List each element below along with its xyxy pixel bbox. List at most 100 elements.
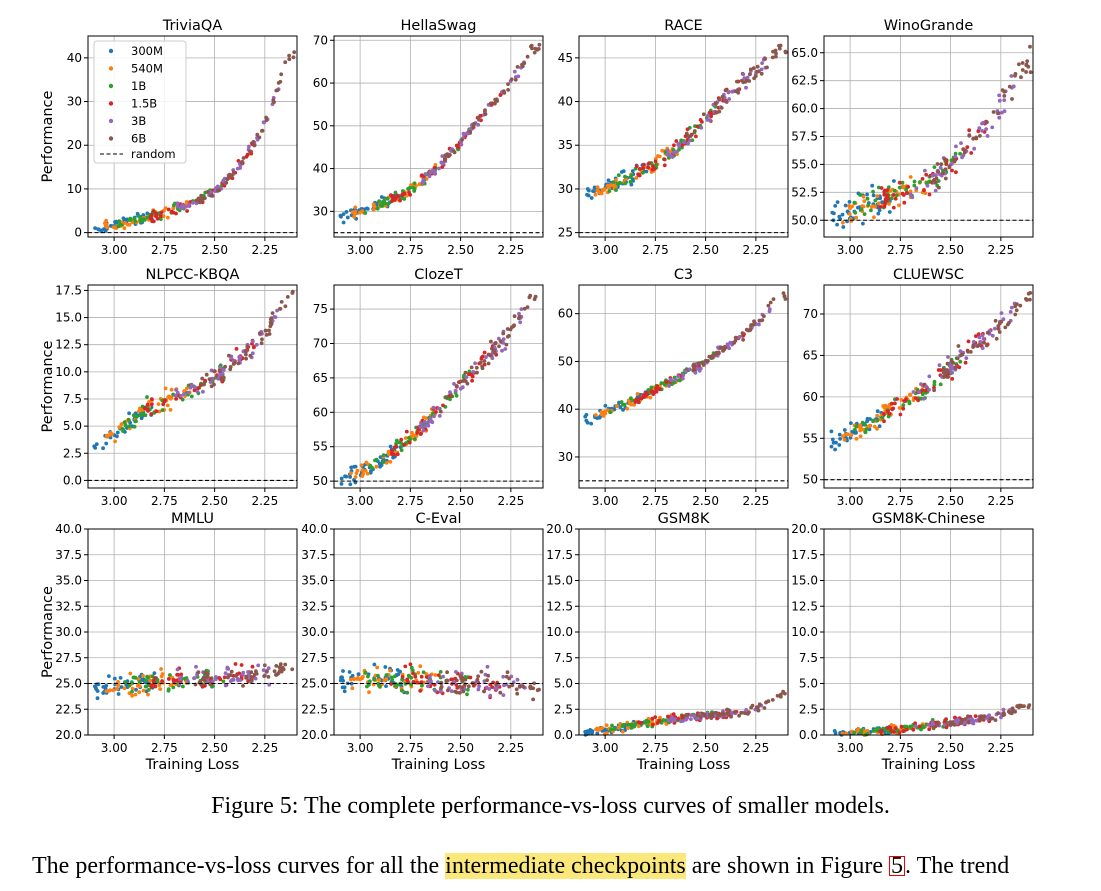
point-6B xyxy=(528,293,533,298)
point-6B xyxy=(692,129,697,133)
legend-box xyxy=(93,40,187,164)
point-6B xyxy=(768,300,773,305)
point-300M xyxy=(95,689,100,693)
y-tick-label: 30 xyxy=(313,204,328,218)
chart-panel: 3.00 2.75 2.50 2.25 25 30 35 40 45 RACE xyxy=(558,18,789,257)
point-1.5B xyxy=(662,163,667,168)
y-tick-label: 75 xyxy=(313,302,328,316)
point-6B xyxy=(1028,297,1032,302)
point-6B xyxy=(934,176,939,181)
point-300M xyxy=(587,188,591,193)
point-3B xyxy=(684,717,688,722)
point-3B xyxy=(760,61,764,65)
point-6B xyxy=(982,714,987,718)
point-300M xyxy=(876,211,881,216)
point-6B xyxy=(446,152,451,157)
point-6B xyxy=(755,64,760,69)
point-6B xyxy=(710,714,715,718)
point-540M xyxy=(403,436,408,440)
point-300M xyxy=(378,464,382,469)
point-540M xyxy=(113,439,117,444)
point-540M xyxy=(657,154,662,159)
point-1.5B xyxy=(893,401,897,406)
body-text-part: The performance-vs-loss curves for all t… xyxy=(32,853,446,879)
point-540M xyxy=(168,396,173,401)
figure-reference-link[interactable]: 5 xyxy=(889,853,906,879)
point-1B xyxy=(904,724,909,729)
point-1B xyxy=(900,180,905,185)
point-1B xyxy=(646,719,651,724)
x-tick-label: 3.00 xyxy=(347,741,374,755)
point-1B xyxy=(866,203,871,208)
point-1.5B xyxy=(967,128,972,133)
point-1B xyxy=(608,410,613,415)
body-text-part: . The trend xyxy=(905,853,1010,879)
point-3B xyxy=(680,376,685,381)
point-1.5B xyxy=(407,440,412,445)
point-540M xyxy=(636,724,641,729)
body-text-part: are shown in Figure xyxy=(685,853,890,879)
point-6B xyxy=(940,171,945,176)
point-1B xyxy=(654,162,658,167)
chart-panel: 3.00 2.75 2.50 2.25 0.0 2.5 5.0 7.5 10.0 12.5 15.0… xyxy=(791,511,1034,773)
point-3B xyxy=(419,422,423,426)
point-3B xyxy=(262,120,266,125)
point-300M xyxy=(838,437,842,441)
point-6B xyxy=(497,344,501,349)
scatter-points xyxy=(93,662,295,701)
point-1B xyxy=(628,175,633,180)
point-1B xyxy=(123,680,127,684)
point-300M xyxy=(586,193,591,198)
point-300M xyxy=(396,672,401,677)
point-300M xyxy=(849,421,853,425)
point-1.5B xyxy=(662,157,667,162)
point-3B xyxy=(1009,74,1014,78)
point-6B xyxy=(775,693,780,698)
point-300M xyxy=(871,193,876,198)
y-tick-label: 55 xyxy=(803,431,818,445)
point-3B xyxy=(459,142,464,147)
point-1B xyxy=(859,207,864,212)
point-6B xyxy=(272,100,276,104)
point-540M xyxy=(605,731,609,736)
point-1B xyxy=(133,219,138,224)
point-300M xyxy=(368,470,373,475)
point-3B xyxy=(428,419,433,424)
point-6B xyxy=(726,712,731,716)
point-6B xyxy=(463,370,468,375)
point-1B xyxy=(171,685,176,690)
y-tick-label: 2.5 xyxy=(799,702,818,716)
y-tick-label: 27.5 xyxy=(55,651,82,665)
point-6B xyxy=(205,190,210,194)
point-6B xyxy=(1010,97,1014,101)
x-tick-label: 3.00 xyxy=(347,494,374,508)
point-3B xyxy=(686,141,690,146)
point-1B xyxy=(876,185,881,190)
point-540M xyxy=(875,426,879,431)
point-1.5B xyxy=(149,412,154,416)
y-tick-label: 10.0 xyxy=(791,625,818,639)
point-3B xyxy=(502,683,506,688)
point-3B xyxy=(216,376,221,381)
point-6B xyxy=(947,164,952,169)
y-tick-label: 25 xyxy=(558,226,573,240)
scatter-points xyxy=(338,662,541,702)
axes-frame xyxy=(333,35,544,238)
point-300M xyxy=(618,405,623,410)
point-540M xyxy=(352,215,356,219)
point-6B xyxy=(745,712,750,716)
point-1B xyxy=(412,181,417,186)
point-6B xyxy=(252,143,257,148)
point-3B xyxy=(927,374,932,379)
point-300M xyxy=(870,183,875,188)
point-6B xyxy=(459,677,464,681)
point-1B xyxy=(363,670,368,675)
point-6B xyxy=(537,687,541,692)
point-1B xyxy=(368,679,372,684)
point-540M xyxy=(861,194,866,199)
point-1B xyxy=(467,369,472,374)
point-6B xyxy=(270,311,275,315)
point-6B xyxy=(513,77,518,82)
y-tick-label: 35.0 xyxy=(55,574,82,588)
